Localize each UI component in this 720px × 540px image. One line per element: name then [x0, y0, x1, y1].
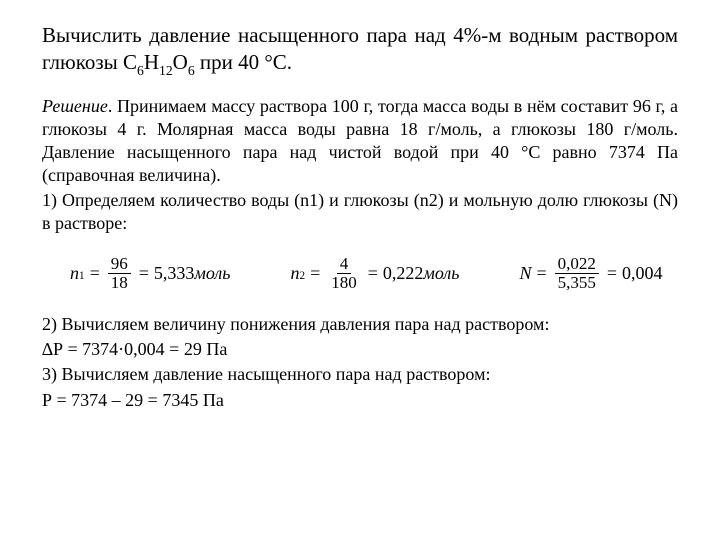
- eq-1b: =: [139, 262, 149, 285]
- solution-paragraph-3: 2) Вычисляем величину понижения давления…: [42, 313, 678, 336]
- solution-lead: Решение: [42, 96, 108, 116]
- formula-N: N = 0,022 5,355 = 0,004: [519, 255, 662, 292]
- formula-O: O: [173, 50, 188, 74]
- formula-H: H: [144, 50, 159, 74]
- frac-n1-num: 96: [108, 255, 131, 274]
- frac-n1: 96 18: [108, 255, 131, 292]
- problem-statement: Вычислить давление насыщенного пара над …: [42, 22, 678, 79]
- problem-text-1: Вычислить давление насыщенного пара над …: [42, 23, 578, 47]
- frac-n2: 4 180: [328, 255, 360, 292]
- frac-N-num: 0,022: [555, 255, 599, 274]
- problem-text-3: при 40 °С.: [195, 50, 292, 74]
- formula-n1: n1 = 96 18 = 5,333моль: [70, 255, 230, 292]
- eq-1a: =: [90, 262, 100, 285]
- sub-n2: 2: [299, 269, 305, 283]
- solution-paragraph-4: ∆Р = 7374·0,004 = 29 Па: [42, 338, 678, 361]
- solution-paragraph-6: Р = 7374 – 29 = 7345 Па: [42, 389, 678, 412]
- unit-n1: моль: [194, 262, 230, 285]
- frac-N-den: 5,355: [555, 274, 599, 292]
- eq-2a: =: [310, 262, 320, 285]
- var-n2: n: [290, 262, 299, 285]
- solution-paragraph-5: 3) Вычисляем давление насыщенного пара н…: [42, 363, 678, 386]
- res-n1: 5,333: [154, 262, 195, 285]
- solution-paragraph-2: 1) Определяем количество воды (n1) и глю…: [42, 189, 678, 235]
- formula-sub-3: 6: [188, 63, 195, 78]
- frac-n2-den: 180: [328, 274, 360, 292]
- eq-3a: =: [536, 262, 546, 285]
- eq-3b: =: [607, 262, 617, 285]
- solution-text-1: . Принимаем массу раствора 100 г, тогда …: [42, 96, 678, 185]
- var-N: N: [519, 262, 531, 285]
- solution-paragraph-1: Решение. Принимаем массу раствора 100 г,…: [42, 95, 678, 187]
- eq-2b: =: [368, 262, 378, 285]
- formula-sub-1: 6: [137, 63, 144, 78]
- formula-n2: n2 = 4 180 = 0,222моль: [290, 255, 459, 292]
- var-n1: n: [70, 262, 79, 285]
- unit-n2: моль: [423, 262, 459, 285]
- solution-block: Решение. Принимаем массу раствора 100 г,…: [42, 95, 678, 412]
- formula-sub-2: 12: [159, 63, 173, 78]
- res-N: 0,004: [622, 262, 663, 285]
- frac-n1-den: 18: [108, 274, 131, 292]
- page: Вычислить давление насыщенного пара над …: [0, 0, 720, 412]
- frac-n2-num: 4: [337, 255, 352, 274]
- sub-n1: 1: [79, 269, 85, 283]
- frac-N: 0,022 5,355: [555, 255, 599, 292]
- formula-row: n1 = 96 18 = 5,333моль n2 = 4 180 = 0,22…: [70, 255, 678, 292]
- res-n2: 0,222: [383, 262, 424, 285]
